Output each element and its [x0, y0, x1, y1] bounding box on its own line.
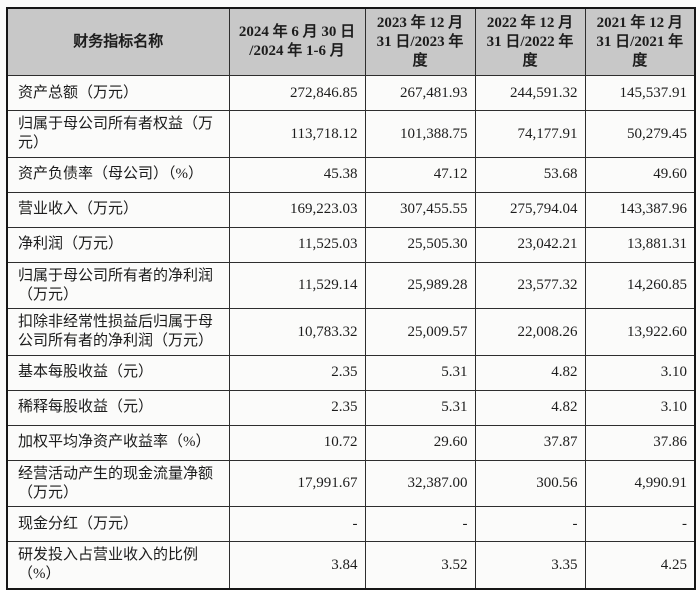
row-value: 37.86 [584, 424, 696, 461]
row-label: 归属于母公司所有者的净利润（万元） [6, 261, 230, 310]
table-row: 归属于母公司所有者权益（万元） 113,718.12 101,388.75 74… [6, 110, 696, 158]
row-label: 净利润（万元） [6, 226, 230, 263]
row-value: 23,042.21 [474, 226, 586, 263]
row-value: 3.52 [364, 541, 476, 590]
row-value: 5.31 [364, 354, 476, 391]
row-label: 研发投入占营业收入的比例（%） [6, 541, 230, 590]
row-value: 74,177.91 [474, 110, 586, 158]
row-value: 22,008.26 [474, 308, 586, 356]
header-cell-period-2024h1: 2024 年 6 月 30 日 /2024 年 1-6 月 [228, 7, 366, 77]
row-value: 29.60 [364, 424, 476, 461]
row-value: 300.56 [474, 459, 586, 508]
header-cell-period-2021: 2021 年 12 月 31 日/2021 年度 [584, 7, 696, 77]
row-value: 23,577.32 [474, 261, 586, 310]
row-value: - [584, 506, 696, 543]
table-row: 扣除非经常性损益后归属于母公司所有者的净利润（万元） 10,783.32 25,… [6, 308, 696, 356]
table-row: 研发投入占营业收入的比例（%） 3.84 3.52 3.35 4.25 [6, 541, 696, 590]
row-value: 3.35 [474, 541, 586, 590]
row-value: 25,009.57 [364, 308, 476, 356]
row-value: 101,388.75 [364, 110, 476, 158]
row-value: 4.82 [474, 354, 586, 391]
row-label: 资产总额（万元） [6, 75, 230, 112]
row-value: 3.10 [584, 389, 696, 426]
row-value: 145,537.91 [584, 75, 696, 112]
row-value: 113,718.12 [228, 110, 366, 158]
financial-indicators-table: 财务指标名称 2024 年 6 月 30 日 /2024 年 1-6 月 202… [6, 7, 696, 590]
row-value: 5.31 [364, 389, 476, 426]
row-label: 扣除非经常性损益后归属于母公司所有者的净利润（万元） [6, 308, 230, 356]
row-value: 244,591.32 [474, 75, 586, 112]
row-value: 4.82 [474, 389, 586, 426]
table-row: 稀释每股收益（元） 2.35 5.31 4.82 3.10 [6, 389, 696, 426]
row-value: 49.60 [584, 156, 696, 193]
row-value: 45.38 [228, 156, 366, 193]
table-row: 营业收入（万元） 169,223.03 307,455.55 275,794.0… [6, 191, 696, 228]
row-value: 25,989.28 [364, 261, 476, 310]
row-value: 2.35 [228, 389, 366, 426]
table-row: 经营活动产生的现金流量净额（万元） 17,991.67 32,387.00 30… [6, 459, 696, 508]
row-label: 现金分红（万元） [6, 506, 230, 543]
table-header: 财务指标名称 2024 年 6 月 30 日 /2024 年 1-6 月 202… [6, 7, 696, 77]
row-value: - [364, 506, 476, 543]
row-value: 17,991.67 [228, 459, 366, 508]
row-value: 25,505.30 [364, 226, 476, 263]
header-cell-period-2023: 2023 年 12 月 31 日/2023 年度 [364, 7, 476, 77]
row-value: 4,990.91 [584, 459, 696, 508]
row-value: 47.12 [364, 156, 476, 193]
row-value: 3.84 [228, 541, 366, 590]
row-label: 经营活动产生的现金流量净额（万元） [6, 459, 230, 508]
table-row: 加权平均净资产收益率（%） 10.72 29.60 37.87 37.86 [6, 424, 696, 461]
row-value: 11,529.14 [228, 261, 366, 310]
row-value: - [474, 506, 586, 543]
table-row: 基本每股收益（元） 2.35 5.31 4.82 3.10 [6, 354, 696, 391]
financial-table-container: 财务指标名称 2024 年 6 月 30 日 /2024 年 1-6 月 202… [6, 7, 696, 590]
row-label: 资产负债率（母公司）（%） [6, 156, 230, 193]
row-value: 13,922.60 [584, 308, 696, 356]
row-value: 3.10 [584, 354, 696, 391]
table-row: 净利润（万元） 11,525.03 25,505.30 23,042.21 13… [6, 226, 696, 263]
row-value: 2.35 [228, 354, 366, 391]
row-value: 14,260.85 [584, 261, 696, 310]
row-value: - [228, 506, 366, 543]
row-value: 4.25 [584, 541, 696, 590]
row-value: 272,846.85 [228, 75, 366, 112]
row-value: 267,481.93 [364, 75, 476, 112]
row-label: 加权平均净资产收益率（%） [6, 424, 230, 461]
row-value: 11,525.03 [228, 226, 366, 263]
row-label: 归属于母公司所有者权益（万元） [6, 110, 230, 158]
table-body: 资产总额（万元） 272,846.85 267,481.93 244,591.3… [6, 75, 696, 590]
table-row: 现金分红（万元） - - - - [6, 506, 696, 543]
row-value: 307,455.55 [364, 191, 476, 228]
header-cell-period-2022: 2022 年 12 月 31 日/2022 年度 [474, 7, 586, 77]
row-value: 169,223.03 [228, 191, 366, 228]
row-value: 37.87 [474, 424, 586, 461]
row-value: 50,279.45 [584, 110, 696, 158]
row-value: 275,794.04 [474, 191, 586, 228]
header-cell-indicator-name: 财务指标名称 [6, 7, 230, 77]
row-value: 13,881.31 [584, 226, 696, 263]
row-value: 10.72 [228, 424, 366, 461]
row-label: 营业收入（万元） [6, 191, 230, 228]
row-value: 32,387.00 [364, 459, 476, 508]
row-value: 10,783.32 [228, 308, 366, 356]
row-label: 稀释每股收益（元） [6, 389, 230, 426]
row-label: 基本每股收益（元） [6, 354, 230, 391]
table-row: 归属于母公司所有者的净利润（万元） 11,529.14 25,989.28 23… [6, 261, 696, 310]
header-row: 财务指标名称 2024 年 6 月 30 日 /2024 年 1-6 月 202… [6, 7, 696, 77]
table-row: 资产负债率（母公司）（%） 45.38 47.12 53.68 49.60 [6, 156, 696, 193]
row-value: 53.68 [474, 156, 586, 193]
row-value: 143,387.96 [584, 191, 696, 228]
table-row: 资产总额（万元） 272,846.85 267,481.93 244,591.3… [6, 75, 696, 112]
